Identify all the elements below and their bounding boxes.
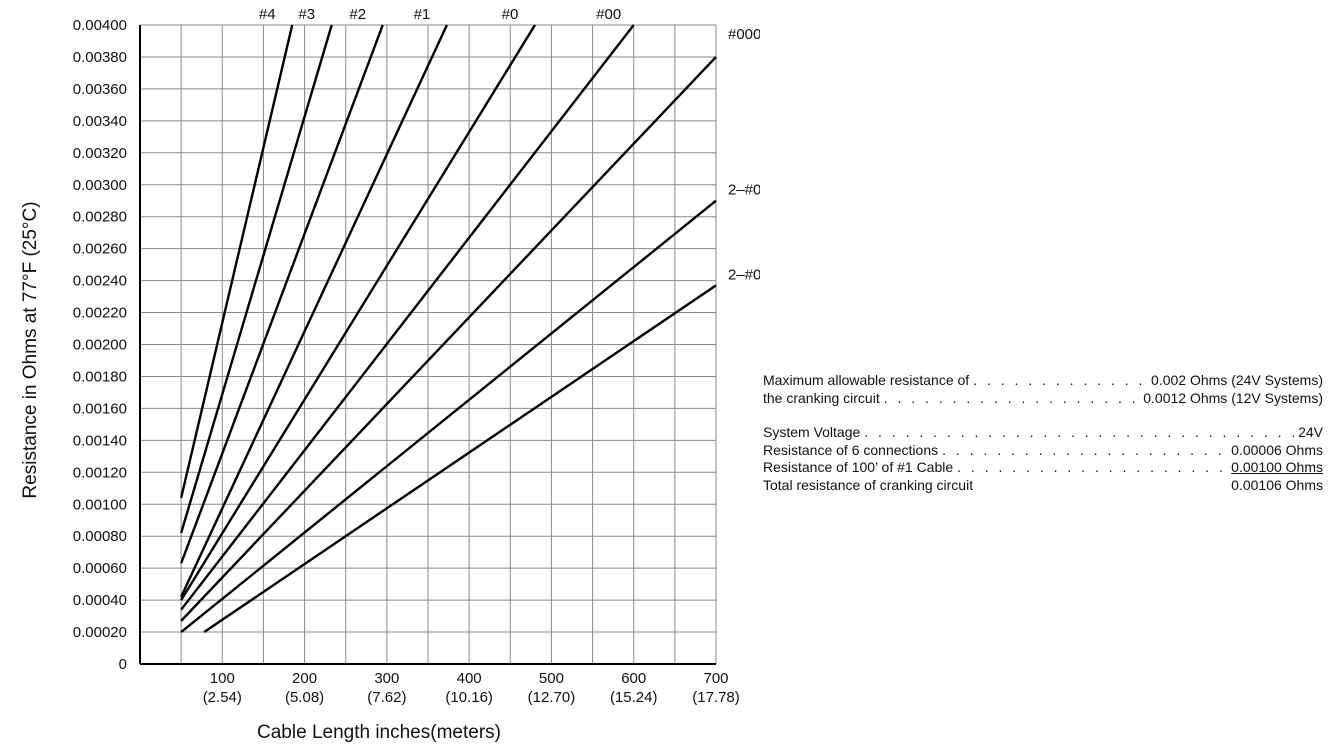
series-line [203, 284, 717, 634]
cranking-notes: Maximum allowable resistance of 0.002 Oh… [763, 372, 1323, 494]
y-tick-label: 0.00280 [73, 209, 127, 226]
note-value: 0.002 Ohms (24V Systems) [1151, 372, 1323, 388]
y-tick-labels: 0 0.00020 0.00040 0.00060 0.00080 0.00100 0.00… [73, 17, 127, 673]
total-resistance-row: Total resistance of cranking circuit 0.0… [763, 477, 1323, 495]
y-tick-label: 0.00380 [73, 49, 127, 66]
y-tick-label: 0.00220 [73, 305, 127, 322]
y-tick-label: 0.00340 [73, 113, 127, 130]
series-label: #2 [349, 6, 366, 23]
leader-dots [942, 442, 1227, 460]
series-label: #1 [414, 6, 431, 23]
y-tick-label: 0.00260 [73, 241, 127, 258]
series-line [180, 24, 536, 601]
y-tick-label: 0.00320 [73, 145, 127, 162]
series-label: #00 [596, 6, 621, 23]
x-tick-label: 300 [374, 670, 399, 687]
y-tick-label: 0.00300 [73, 177, 127, 194]
note-label: the cranking circuit [763, 389, 880, 406]
x-tick-sublabel: (7.62) [367, 689, 406, 706]
leader-dots [884, 390, 1140, 408]
note-label: Resistance of 100’ of #1 Cable [763, 459, 954, 475]
y-tick-label: 0.00120 [73, 464, 127, 481]
note-value: 0.0012 Ohms (12V Systems) [1143, 389, 1323, 406]
note-label: Resistance of 6 connections [763, 441, 939, 458]
series-line [180, 56, 717, 622]
y-tick-label: 0 [119, 656, 127, 673]
series-label: #0 [502, 6, 519, 23]
y-tick-label: 0.00060 [73, 560, 127, 577]
x-tick-sublabel: (2.54) [203, 689, 242, 706]
y-tick-label: 0.00160 [73, 400, 127, 417]
series-lines [179, 24, 717, 634]
note-label: Maximum allowable resistance of [763, 372, 970, 388]
note-value: 0.00100 Ohms [1231, 459, 1323, 475]
series-line [179, 24, 294, 499]
series-line [180, 24, 384, 564]
series-label: #3 [298, 6, 315, 23]
y-tick-label: 0.00180 [73, 368, 127, 385]
x-tick-sublabel: (10.16) [445, 689, 493, 706]
y-tick-label: 0.00040 [73, 592, 127, 609]
series-line [179, 24, 333, 534]
note-value: 0.00106 Ohms [1231, 476, 1323, 493]
resistance-chart: 0 0.00020 0.00040 0.00060 0.00080 0.00100 0.00… [20, 6, 760, 743]
x-tick-label: 100 [210, 670, 235, 687]
max-resistance-row-1: Maximum allowable resistance of 0.002 Oh… [763, 372, 1323, 390]
x-tick-sublabel: (17.78) [692, 689, 740, 706]
y-tick-label: 0.00100 [73, 496, 127, 513]
y-tick-label: 0.00400 [73, 17, 127, 34]
series-label: 2–#0 [728, 182, 760, 199]
series-line [180, 199, 717, 633]
x-tick-sublabel: (5.08) [285, 689, 324, 706]
axes [139, 25, 716, 665]
y-tick-label: 0.00080 [73, 528, 127, 545]
series-labels: #4 #3 #2 #1 #0 #00 #000 2–#0 2–#00 [259, 6, 760, 283]
note-value: 24V [1298, 424, 1323, 440]
leader-dots [973, 372, 1147, 390]
series-line [180, 24, 635, 611]
series-label: 2–#00 [728, 266, 760, 283]
leader-dots [957, 459, 1227, 477]
connections-row: Resistance of 6 connections 0.00006 Ohms [763, 442, 1323, 460]
series-line [180, 24, 449, 598]
y-tick-label: 0.00020 [73, 624, 127, 641]
x-tick-label: 700 [703, 670, 728, 687]
max-resistance-row-2: the cranking circuit 0.0012 Ohms (12V Sy… [763, 390, 1323, 408]
note-label: System Voltage [763, 424, 861, 440]
x-tick-label: 600 [621, 670, 646, 687]
note-value: 0.00006 Ohms [1231, 441, 1323, 458]
x-tick-sublabel: (15.24) [610, 689, 658, 706]
grid [140, 24, 717, 664]
x-tick-labels: 100 (2.54) 200 (5.08) 300 (7.62) 400 (10.16) 500… [203, 670, 740, 706]
leader-dots [864, 424, 1294, 442]
note-label: Total resistance of cranking circuit [763, 476, 974, 493]
x-tick-sublabel: (12.70) [528, 689, 576, 706]
y-tick-label: 0.00240 [73, 273, 127, 290]
series-label: #4 [259, 6, 276, 23]
x-axis-title: Cable Length inches(meters) [257, 722, 501, 743]
cable-resistance-row: Resistance of 100’ of #1 Cable 0.00100 O… [763, 459, 1323, 477]
series-label: #000 [728, 26, 760, 43]
system-voltage-row: System Voltage 24V [763, 424, 1323, 442]
x-tick-label: 500 [539, 670, 564, 687]
x-tick-label: 200 [292, 670, 317, 687]
y-tick-label: 0.00360 [73, 81, 127, 98]
y-axis-title: Resistance in Ohms at 77°F (25°C) [20, 201, 41, 498]
y-tick-label: 0.00200 [73, 337, 127, 354]
x-tick-label: 400 [457, 670, 482, 687]
y-tick-label: 0.00140 [73, 432, 127, 449]
